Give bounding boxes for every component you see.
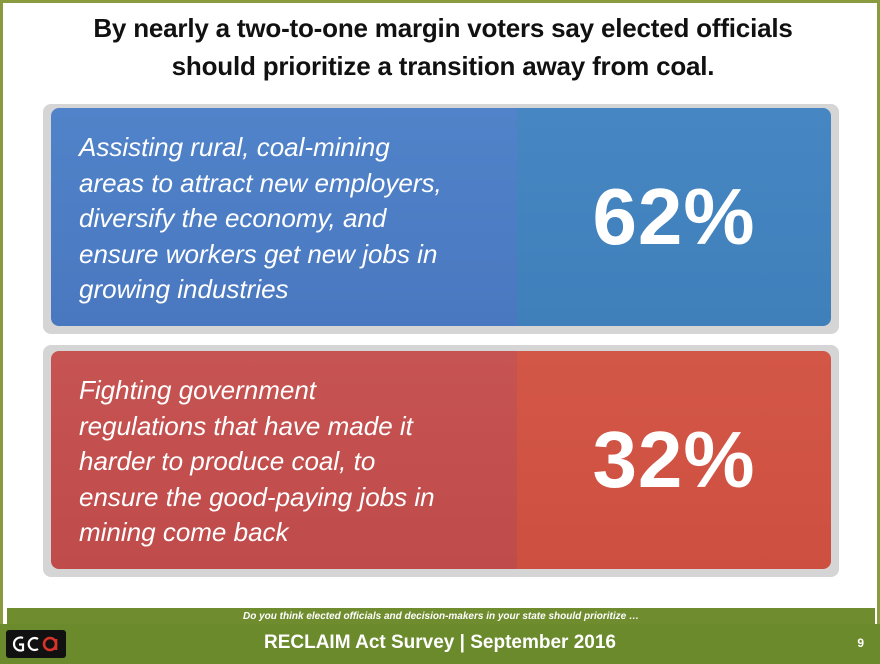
option-1-line: growing industries [79,274,289,304]
option-1-card: Assisting rural, coal-mining areas to at… [51,108,831,326]
option-2-line: regulations that have made it [79,410,413,441]
option-2-line: ensure the good-paying jobs in [79,481,435,512]
page-number: 9 [857,636,864,650]
option-1-percent: 62% [517,108,831,326]
footer-title: RECLAIM Act Survey | September 2016 [263,632,616,653]
footer-bar: RECLAIM Act Survey | September 2016 9 [0,624,880,664]
option-2-line: mining come back [79,517,289,547]
option-2-text: Fighting government regulations that hav… [51,351,517,569]
gqa-logo-icon [6,630,66,658]
slide-title: By nearly a two-to-one margin voters say… [23,9,863,85]
option-1-line: ensure workers get new jobs in [79,238,438,269]
option-2-line: Fighting government [79,375,317,405]
slide-title-line-2: should prioritize a transition away from… [171,51,715,81]
option-1-line: diversify the economy, and [79,203,387,233]
option-2-line: harder to produce coal, to [79,446,376,476]
option-1-line: Assisting rural, coal-mining [79,132,390,162]
question-bar: Do you think elected officials and decis… [7,608,875,626]
option-1-text: Assisting rural, coal-mining areas to at… [51,108,517,326]
option-1-line: areas to attract new employers, [79,167,442,198]
option-2-percent: 32% [517,351,831,569]
option-2-card: Fighting government regulations that hav… [51,351,831,569]
slide-title-line-1: By nearly a two-to-one margin voters say… [93,13,793,43]
